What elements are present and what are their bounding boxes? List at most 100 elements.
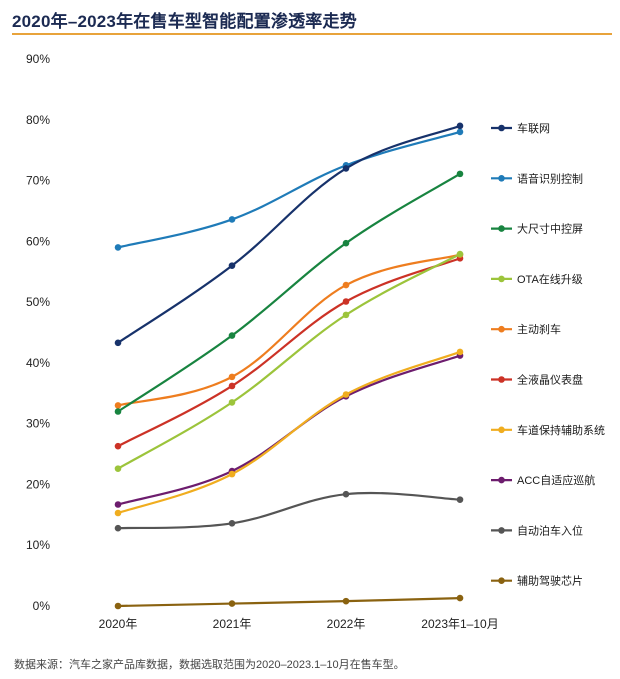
data-point	[114, 524, 122, 532]
data-point	[114, 244, 122, 251]
data-point	[342, 281, 350, 289]
series-1	[114, 122, 464, 347]
data-point	[114, 602, 122, 610]
series-line	[116, 172, 462, 413]
data-point	[342, 597, 350, 605]
data-point	[228, 399, 236, 406]
data-point	[228, 332, 236, 339]
x-tick-label: 2021年	[213, 617, 252, 631]
y-tick-label: 70%	[26, 174, 50, 188]
legend-item: 自动泊车入位	[491, 523, 583, 537]
series-line	[116, 253, 462, 470]
y-tick-label: 90%	[26, 52, 50, 66]
series-4	[114, 250, 464, 472]
series-line	[116, 130, 462, 249]
data-point	[114, 509, 122, 517]
data-point	[114, 339, 122, 347]
data-point	[342, 165, 350, 172]
x-tick-label: 2023年1–10月	[421, 617, 498, 631]
legend-swatch-dot	[498, 476, 505, 484]
legend-swatch-dot	[498, 426, 505, 434]
legend-swatch-dot	[498, 225, 505, 232]
title-underline	[12, 33, 612, 35]
legend-item: 全液晶仪表盘	[491, 373, 583, 387]
series-line	[116, 257, 462, 448]
y-tick-label: 60%	[26, 234, 50, 248]
series-line	[116, 597, 462, 608]
legend-swatch-dot	[498, 527, 505, 534]
legend-label: 语音识别控制	[517, 171, 583, 185]
legend-swatch-dot	[498, 275, 505, 283]
data-point	[456, 496, 464, 503]
data-point	[456, 348, 464, 356]
series-line	[116, 491, 462, 530]
legend-label: 辅助驾驶芯片	[517, 574, 583, 588]
legend-label: 车道保持辅助系统	[517, 423, 605, 437]
legend-label: 主动刹车	[517, 322, 561, 336]
data-point	[456, 128, 464, 136]
legend-item: 语音识别控制	[491, 171, 583, 185]
x-tick-label: 2020年	[99, 617, 138, 631]
legend-item: 辅助驾驶芯片	[491, 574, 583, 588]
legend-swatch-dot	[498, 577, 505, 584]
series-8	[114, 352, 464, 508]
data-point	[342, 311, 350, 319]
y-tick-label: 80%	[26, 113, 50, 127]
series-7	[114, 348, 464, 517]
series-10	[114, 594, 464, 610]
data-point	[342, 239, 350, 247]
legend-swatch-dot	[498, 175, 505, 182]
series-line	[116, 124, 462, 344]
data-point	[228, 470, 236, 478]
legend-label: 全液晶仪表盘	[517, 373, 583, 387]
y-tick-label: 50%	[26, 295, 50, 309]
legend-swatch-dot	[498, 376, 505, 383]
legend-label: 车联网	[517, 121, 550, 135]
data-point	[114, 465, 122, 472]
legend-swatch-dot	[498, 325, 505, 333]
data-source-note: 数据来源：汽车之家产品库数据，数据选取范围为2020–2023.1–10月在售车…	[14, 659, 405, 671]
legend-item: 大尺寸中控屏	[491, 222, 583, 236]
data-point	[114, 408, 122, 415]
legend-label: OTA在线升级	[517, 272, 583, 286]
data-point	[456, 594, 464, 602]
data-point	[456, 170, 464, 178]
series-2	[114, 128, 464, 251]
data-point	[114, 402, 122, 409]
y-tick-label: 30%	[26, 417, 50, 431]
y-tick-label: 0%	[33, 599, 51, 613]
legend-item: 车联网	[491, 121, 550, 135]
data-point	[228, 600, 236, 607]
legend-item: ACC自适应巡航	[491, 473, 595, 487]
legend-item: 车道保持辅助系统	[491, 423, 605, 437]
data-point	[114, 442, 122, 450]
data-point	[228, 216, 236, 223]
data-point	[114, 501, 122, 508]
legend-item: 主动刹车	[491, 322, 561, 336]
series-line	[116, 253, 462, 407]
chart-title: 2020年–2023年在售车型智能配置渗透率走势	[12, 12, 357, 31]
data-point	[456, 122, 464, 130]
data-point	[342, 298, 350, 305]
data-point	[342, 391, 350, 398]
legend-label: 自动泊车入位	[517, 523, 583, 537]
y-tick-label: 10%	[26, 538, 50, 552]
data-point	[342, 490, 350, 498]
data-point	[228, 382, 236, 390]
series-line	[116, 350, 462, 515]
y-tick-label: 40%	[26, 356, 50, 370]
legend-label: 大尺寸中控屏	[517, 222, 583, 236]
y-tick-label: 20%	[26, 477, 50, 491]
legend-swatch-dot	[498, 124, 505, 132]
data-point	[228, 373, 236, 381]
data-point	[228, 262, 236, 269]
series-3	[114, 170, 464, 415]
x-tick-label: 2022年	[327, 617, 366, 631]
data-point	[456, 250, 464, 258]
legend-item: OTA在线升级	[491, 272, 583, 286]
data-point	[228, 520, 236, 527]
series-6	[114, 255, 464, 450]
series-9	[114, 490, 464, 532]
legend-label: ACC自适应巡航	[517, 473, 595, 487]
